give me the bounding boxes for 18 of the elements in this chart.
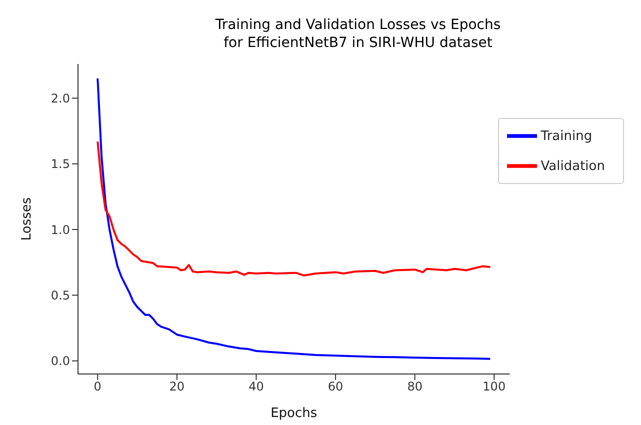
x-tick-label: 0 (94, 380, 102, 394)
x-tick-label: 100 (482, 380, 506, 394)
chart-title: Training and Validation Losses vs Epochs for EfficientNetB7 in SIRI-WHU dataset (214, 16, 502, 52)
x-axis-title: Epochs (270, 406, 318, 421)
x-tick-label: 80 (407, 380, 422, 394)
y-tick-label: 1.5 (50, 157, 70, 172)
y-tick-label: 2.0 (50, 91, 70, 106)
x-tick-label: 20 (169, 380, 185, 394)
y-tick-label: 0.5 (50, 288, 70, 302)
y-axis-title: Losses (20, 197, 35, 241)
legend-label: Validation (540, 159, 605, 174)
x-tick-label: 40 (248, 380, 264, 394)
y-tick-label: 1.0 (50, 222, 70, 237)
legend-label: Training (540, 129, 592, 144)
x-tick-label: 60 (328, 380, 344, 394)
y-tick-label: 0.0 (50, 354, 70, 368)
line-series (96, 77, 492, 360)
line-series (96, 140, 492, 276)
